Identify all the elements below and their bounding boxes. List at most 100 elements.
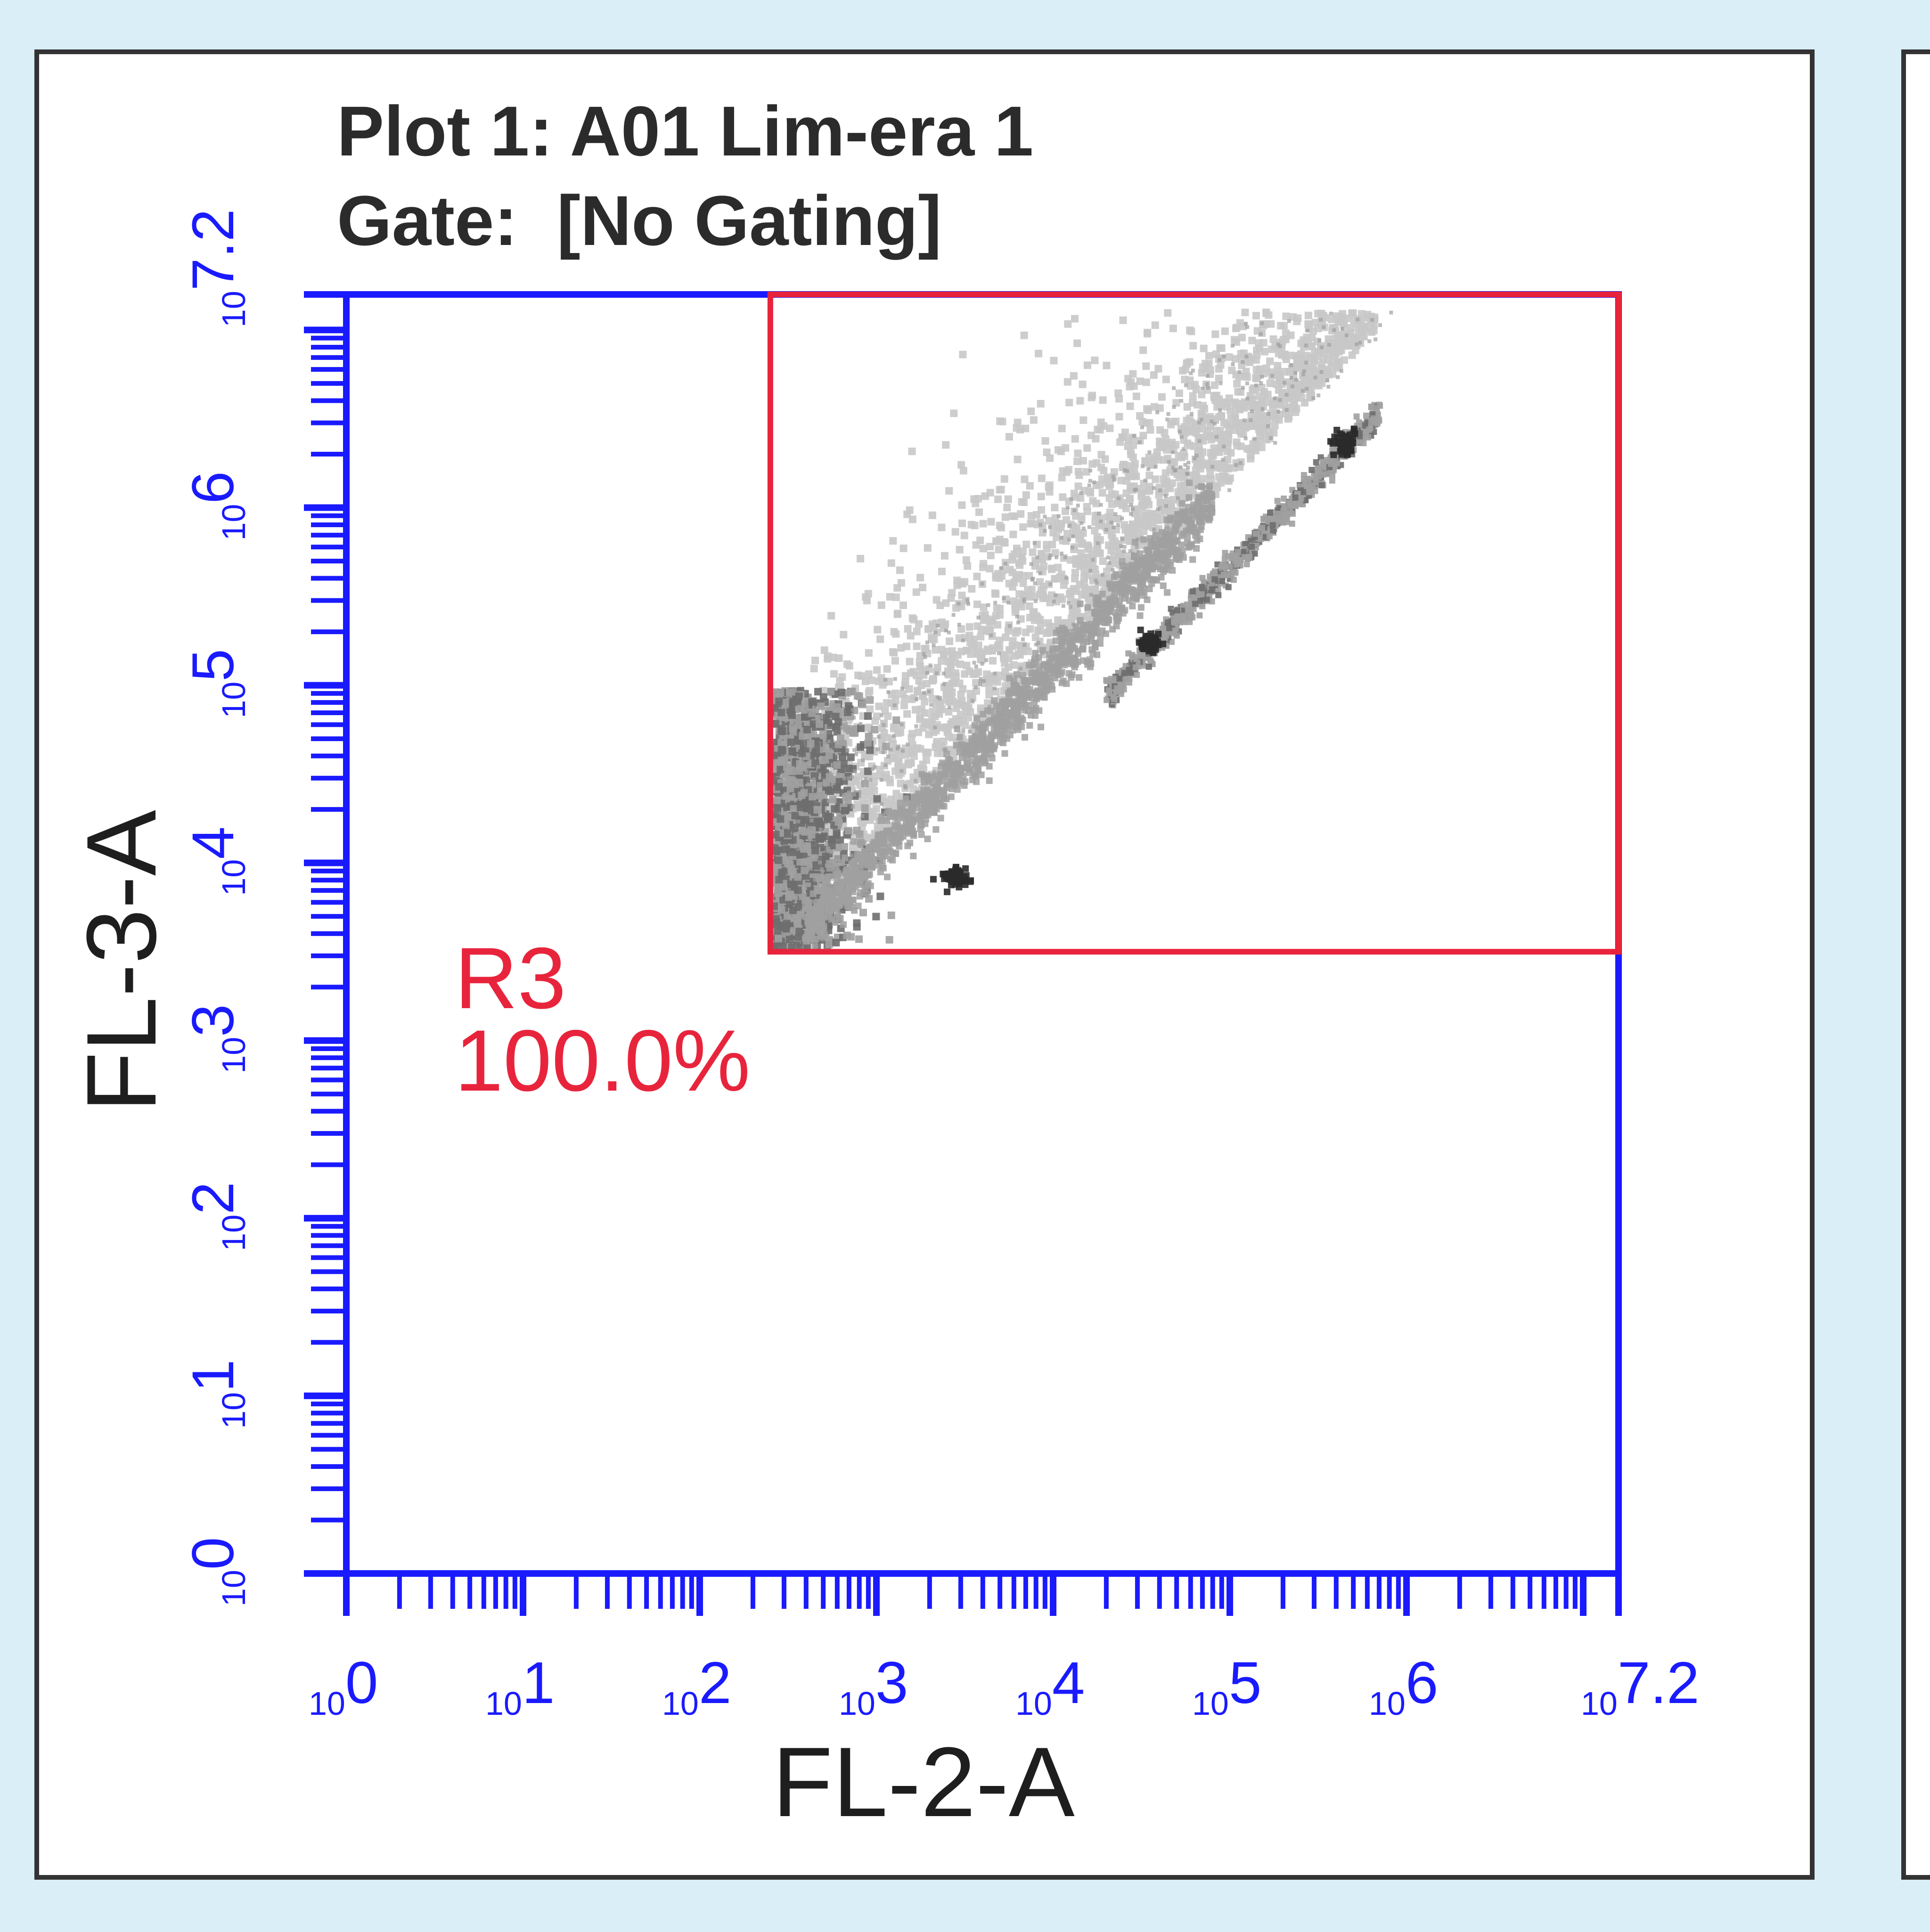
event-dot (987, 552, 995, 560)
event-dot (877, 868, 884, 875)
event-dot (943, 765, 950, 772)
event-dot (1114, 389, 1122, 397)
event-dot (1103, 568, 1111, 576)
event-dot (1046, 623, 1054, 631)
event-dot (1251, 415, 1259, 423)
event-dot (798, 749, 806, 757)
event-dot (1022, 628, 1030, 636)
event-dot (1186, 479, 1193, 486)
event-dot (1328, 315, 1336, 323)
event-dot (916, 652, 924, 660)
event-dot (1026, 593, 1034, 601)
event-dot (900, 815, 908, 822)
event-dot (775, 783, 783, 791)
event-dot (897, 799, 904, 807)
event-dot (1031, 633, 1039, 641)
event-dot (1032, 511, 1040, 519)
event-dot (1115, 413, 1123, 421)
event-dot (887, 559, 895, 567)
event-dot (800, 789, 808, 797)
event-dot (1226, 474, 1234, 482)
event-dot (966, 766, 973, 773)
event-dot (942, 441, 950, 449)
event-dot (1026, 482, 1034, 490)
event-dot (921, 796, 928, 803)
event-dot (818, 883, 825, 890)
event-dot (785, 936, 793, 944)
event-dot (812, 750, 820, 758)
event-dot (945, 487, 953, 495)
event-dot (810, 890, 817, 897)
event-dot (973, 650, 981, 658)
event-dot (826, 864, 833, 872)
event-dot (957, 625, 965, 633)
event-dot (985, 684, 993, 692)
event-dot (1083, 571, 1091, 579)
event-dot (1005, 433, 1013, 441)
event-dot (1001, 668, 1009, 676)
event-dot (794, 873, 802, 881)
event-dot (847, 753, 855, 761)
event-dot (877, 601, 885, 609)
event-dot (1060, 677, 1067, 685)
event-dot (915, 620, 923, 628)
event-dot (1036, 627, 1044, 635)
event-dot (1118, 433, 1126, 441)
event-dot (1349, 309, 1357, 317)
event-dot (922, 806, 929, 813)
event-dot (932, 646, 940, 654)
event-dot (1339, 310, 1347, 318)
event-dot (801, 713, 809, 721)
event-dot (864, 740, 872, 748)
event-dot (1228, 367, 1236, 375)
event-dot (1152, 531, 1159, 538)
event-dot (832, 864, 839, 871)
event-dot (773, 796, 781, 804)
event-dot (1096, 481, 1104, 489)
event-dot (778, 727, 786, 735)
event-dot (865, 649, 873, 657)
event-dot (1084, 638, 1091, 645)
event-dot (825, 786, 833, 794)
event-dot (1045, 517, 1053, 525)
event-dot (1021, 734, 1028, 741)
event-dot (796, 804, 804, 812)
event-dot (1008, 512, 1016, 520)
event-dot (974, 668, 982, 676)
event-dot (949, 771, 957, 778)
event-dot (882, 771, 890, 779)
event-dot (834, 844, 842, 852)
event-dot (1003, 504, 1011, 512)
event-dot (1306, 367, 1314, 375)
event-dot (959, 579, 967, 587)
event-dot (1013, 545, 1021, 553)
event-dot (1106, 479, 1114, 487)
event-dot (817, 914, 824, 921)
event-dot (1213, 464, 1221, 472)
event-dot (841, 807, 849, 815)
event-dot (1168, 507, 1176, 515)
event-dot (1064, 320, 1072, 328)
event-dot (1275, 350, 1283, 358)
event-dot (1168, 439, 1176, 447)
event-dot (928, 695, 936, 703)
event-dot (1083, 361, 1091, 369)
event-dot (786, 708, 794, 716)
event-dot (1012, 608, 1020, 616)
event-dot (820, 646, 828, 654)
event-dot (775, 697, 783, 705)
event-dot (968, 585, 976, 593)
event-dot (889, 740, 897, 748)
event-dot (1186, 358, 1194, 366)
event-dot (1160, 582, 1167, 589)
event-dot (1140, 536, 1147, 543)
event-dot (836, 677, 844, 685)
event-dot (1145, 453, 1153, 461)
event-dot (958, 519, 966, 527)
event-dot (1000, 475, 1008, 483)
event-dot (1129, 603, 1136, 610)
event-dot (1233, 324, 1241, 332)
event-dot (1030, 416, 1038, 424)
event-dot (781, 698, 789, 706)
event-dot (951, 528, 959, 536)
